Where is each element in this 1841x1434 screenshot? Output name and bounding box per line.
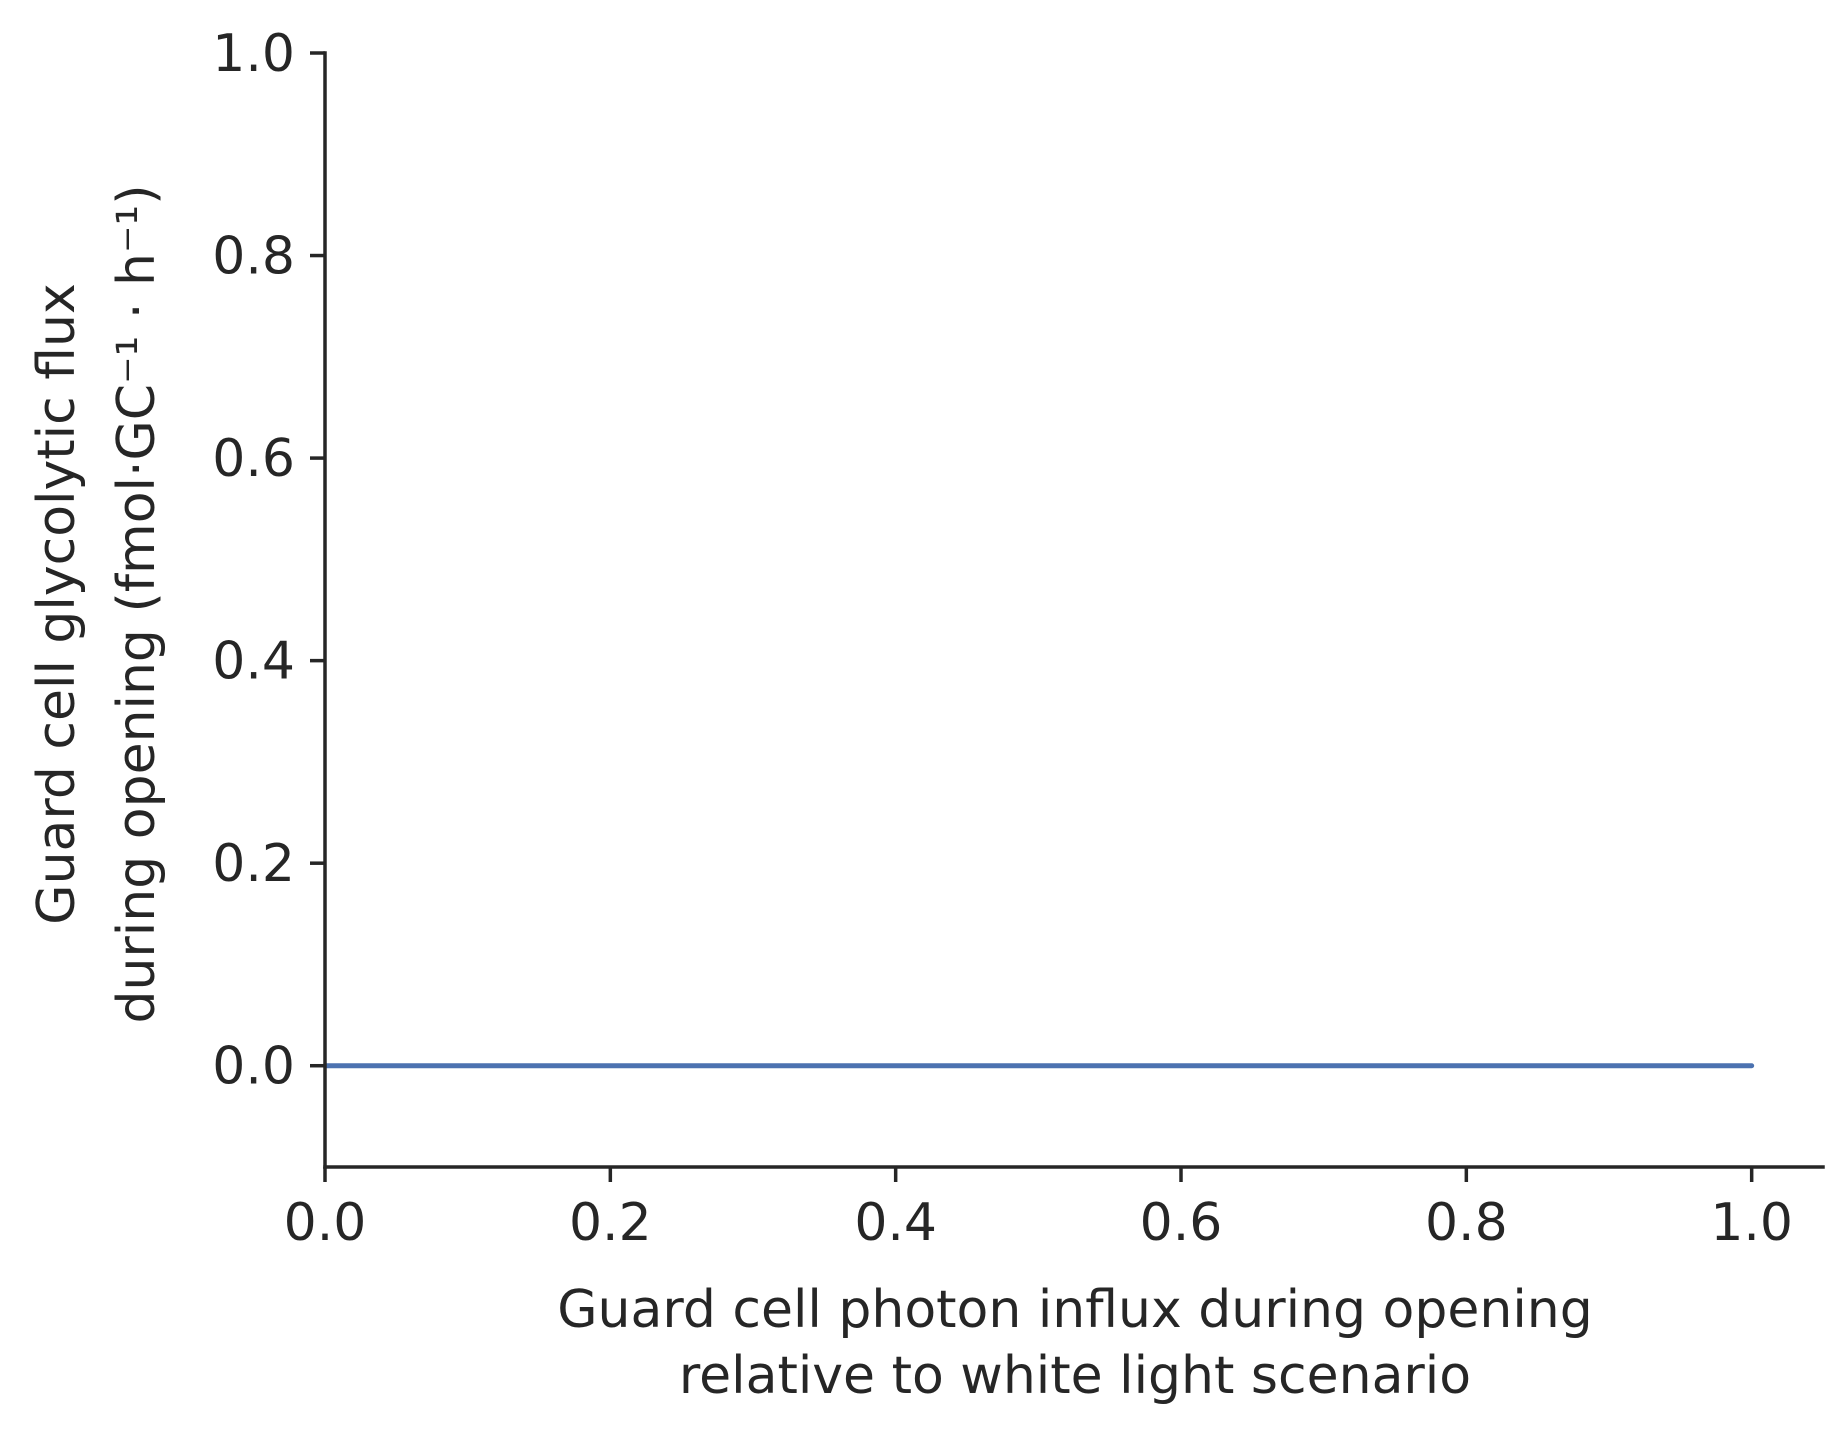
- x-tick-label: 0.4: [854, 1193, 937, 1253]
- y-tick-label: 0.4: [212, 632, 295, 692]
- y-axis-title-line-2: during opening (fmol·GC⁻¹ · h⁻¹): [107, 184, 167, 1023]
- x-tick-label: 0.8: [1425, 1193, 1508, 1253]
- y-axis-title-group-2: during opening (fmol·GC⁻¹ · h⁻¹): [107, 184, 167, 1023]
- x-tick-label: 0.0: [284, 1193, 367, 1253]
- axes-layer: [323, 51, 1825, 1169]
- y-ticks: 0.0 0.2 0.4 0.6 0.8 1.0: [212, 24, 325, 1097]
- x-tick-label: 0.6: [1140, 1193, 1223, 1253]
- y-tick-label: 0.0: [212, 1037, 295, 1097]
- y-tick-label: 1.0: [212, 24, 295, 84]
- x-tick-label: 1.0: [1710, 1193, 1793, 1253]
- x-ticks: 0.0 0.2 0.4 0.6 0.8 1.0: [284, 1167, 1793, 1253]
- y-axis-title-line-1: Guard cell glycolytic flux: [27, 283, 87, 924]
- x-tick-label: 0.2: [569, 1193, 652, 1253]
- y-axis-title-group: Guard cell glycolytic flux: [27, 283, 87, 924]
- y-tick-label: 0.2: [212, 834, 295, 894]
- x-axis-title-line-1: Guard cell photon influx during opening: [557, 1280, 1592, 1340]
- y-tick-label: 0.6: [212, 429, 295, 489]
- y-tick-label: 0.8: [212, 227, 295, 287]
- x-axis-title-line-2: relative to white light scenario: [679, 1346, 1471, 1406]
